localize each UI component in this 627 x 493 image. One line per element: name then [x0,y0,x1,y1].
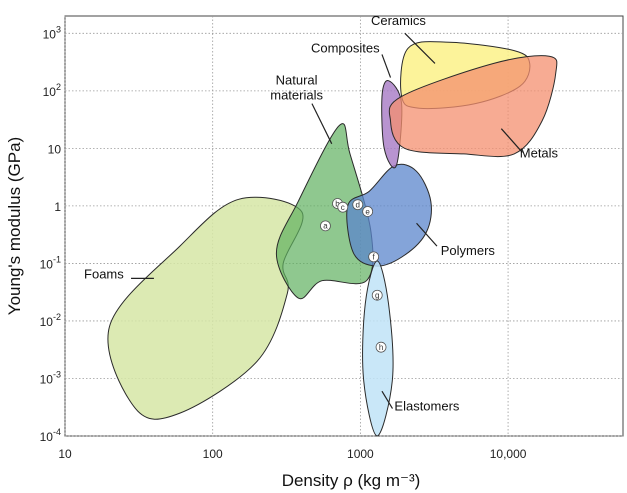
region-polymers [346,163,432,267]
marker-label-e: e [365,207,370,216]
region-foams [107,196,304,420]
y-tick-base: 10 [40,430,54,444]
marker-circle-c [337,201,349,213]
y-tick-base: 1 [54,200,61,214]
label-natural-materials-line: Natural [276,72,318,87]
label-foams: Foams [84,266,124,281]
marker-label-f: f [373,253,376,262]
material-regions [107,41,558,437]
leader-natural-materials [311,103,333,145]
family-labels: Foams Natural materials Polymers Elastomers C… [84,13,559,413]
marker-d: d [352,199,364,211]
leader-ceramics [404,32,436,64]
marker-h: h [375,341,387,353]
data-markers: a b c de f g h [320,198,387,353]
marker-circle-d [352,199,364,211]
marker-circle-a [320,220,331,232]
y-tick-label: 10-3 [40,369,61,386]
marker-circle-e [362,206,374,217]
y-tick-label: 10-4 [40,427,61,444]
marker-circle-g [371,289,383,301]
marker-label-h: h [379,343,383,352]
x-axis-title: Density ρ (kg m⁻³) [282,471,421,490]
leader-elastomers [381,390,394,409]
label-ceramics: Ceramics [371,13,426,28]
marker-e: e [362,206,374,217]
marker-a: a [320,220,331,232]
region-natural-materials [275,123,374,300]
label-natural-materials: Natural materials [270,72,323,102]
marker-label-b: b [335,199,340,208]
y-tick-base: 10 [43,27,57,41]
x-tick-label: 10,000 [490,447,527,461]
y-tick-exponent: -4 [53,427,61,437]
x-tick-label: 1000 [347,447,374,461]
label-natural-materials-line: materials [270,87,323,102]
y-tick-base: 10 [40,315,54,329]
leader-lines [131,32,523,409]
y-tick-base: 10 [43,85,57,99]
marker-circle-h [375,341,387,353]
x-tick-labels: 10 100 1000 10,000 [58,447,526,461]
leader-metals [500,128,523,153]
marker-label-d: d [356,200,360,209]
y-tick-label: 102 [43,82,61,99]
y-tick-label: 10-1 [40,254,61,271]
marker-circle-f [368,251,380,263]
y-tick-exponent: -2 [53,312,61,322]
y-tick-base: 10 [40,257,54,271]
y-tick-exponent: 3 [56,24,61,34]
y-tick-exponent: -1 [53,254,61,264]
y-tick-base: 10 [48,142,62,156]
label-polymers: Polymers [441,243,496,258]
marker-label-g: g [375,291,379,300]
y-tick-label: 10-2 [40,312,61,329]
y-tick-label: 103 [43,24,61,41]
y-tick-exponent: 2 [56,82,61,92]
x-tick-label: 10 [58,447,72,461]
label-elastomers: Elastomers [394,398,460,413]
label-composites: Composites [311,41,380,56]
leader-polymers [416,222,438,247]
label-metals: Metals [520,145,559,160]
marker-label-a: a [323,222,328,231]
marker-label-c: c [341,203,345,212]
marker-g: g [371,289,383,301]
y-tick-label: 10 [48,142,62,156]
y-axis-title: Young's modulus (GPa) [5,137,24,315]
leader-composites [381,54,392,78]
region-metals [388,55,558,158]
y-tick-exponent: -3 [53,369,61,379]
marker-c: c [337,201,349,213]
marker-f: f [368,251,380,263]
x-tick-label: 100 [203,447,223,461]
y-tick-base: 10 [40,372,54,386]
y-tick-label: 1 [54,200,61,214]
